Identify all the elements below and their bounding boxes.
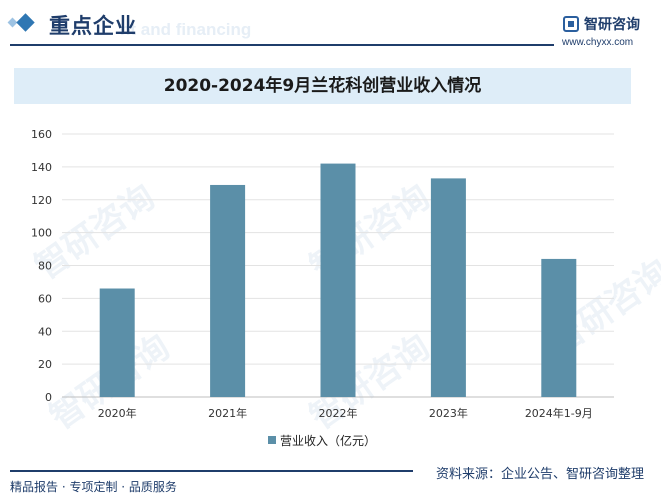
y-tick-label: 80 [38, 260, 52, 273]
y-tick-label: 140 [31, 161, 52, 174]
bar [99, 288, 135, 397]
brand-name: 智研咨询 [584, 17, 640, 33]
x-tick-label: 2022年 [319, 406, 358, 420]
bar [210, 184, 246, 397]
header: nt and financing 重点企业 智研咨询 www.chyxx.com [0, 0, 661, 50]
bar [541, 258, 577, 397]
x-tick-label: 2021年 [208, 406, 247, 420]
legend-swatch [268, 436, 276, 444]
x-tick-label: 2020年 [98, 406, 137, 420]
chart-title-band: 2020-2024年9月兰花科创营业收入情况 [14, 68, 631, 104]
footer-tagline: 精品报告 · 专项定制 · 品质服务 [10, 480, 177, 494]
y-tick-label: 120 [31, 194, 52, 207]
section-title: 重点企业 [49, 14, 137, 38]
y-tick-label: 100 [31, 227, 52, 240]
legend-label: 营业收入（亿元） [280, 434, 377, 448]
section-ghost-text: nt and financing [120, 20, 252, 39]
x-tick-label: 2023年 [429, 406, 468, 420]
y-tick-label: 0 [45, 391, 52, 404]
brand-logo-icon [563, 16, 579, 32]
x-tick-label: 2024年1-9月 [525, 406, 593, 420]
brand-url: www.chyxx.com [562, 37, 634, 48]
header-divider [10, 44, 554, 46]
y-tick-label: 160 [31, 128, 52, 141]
y-tick-label: 20 [38, 358, 52, 371]
bar [430, 178, 466, 397]
data-source: 资料来源：企业公告、智研咨询整理 [436, 467, 645, 482]
y-tick-label: 40 [38, 325, 52, 338]
chart-title: 2020-2024年9月兰花科创营业收入情况 [163, 76, 482, 96]
footer-divider [10, 470, 413, 472]
y-tick-label: 60 [38, 292, 52, 305]
bar [320, 163, 356, 397]
